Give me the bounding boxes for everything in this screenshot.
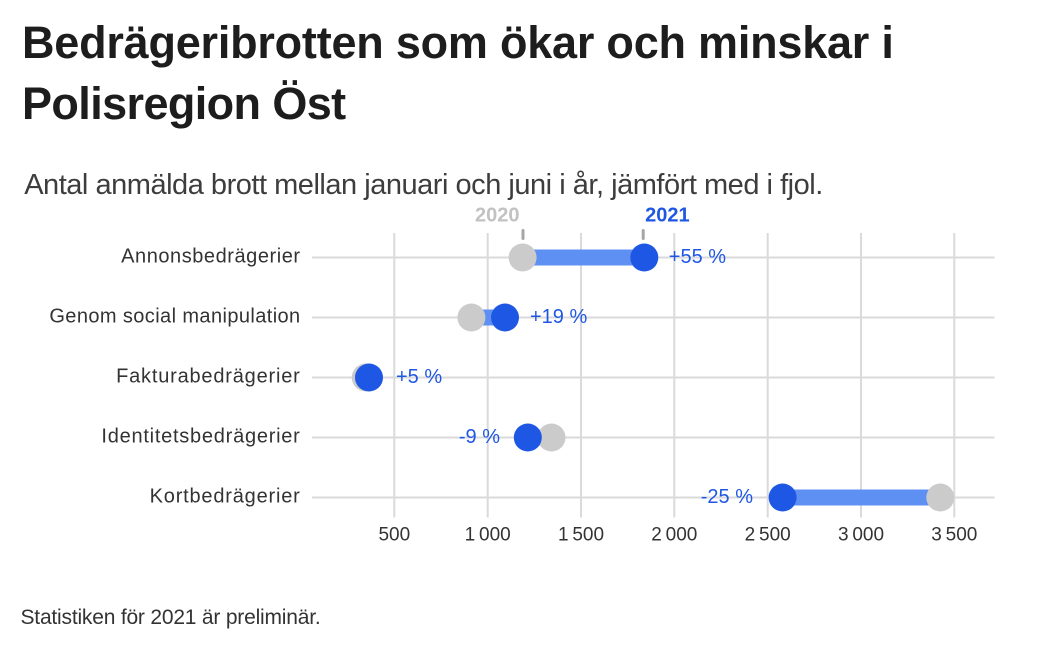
svg-text:+5 %: +5 % xyxy=(396,366,442,388)
svg-text:Annonsbedrägerier: Annonsbedrägerier xyxy=(121,246,300,268)
svg-text:-25 %: -25 % xyxy=(701,486,753,508)
svg-text:2021: 2021 xyxy=(645,205,690,227)
svg-text:Identitetsbedrägerier: Identitetsbedrägerier xyxy=(101,426,300,448)
svg-text:Polisregion Öst: Polisregion Öst xyxy=(22,78,346,129)
svg-text:-9 %: -9 % xyxy=(459,426,500,448)
svg-text:2 000: 2 000 xyxy=(651,525,697,546)
svg-text:Statistiken för 2021 är prelim: Statistiken för 2021 är preliminär. xyxy=(21,606,321,629)
svg-text:Antal anmälda brott mellan jan: Antal anmälda brott mellan januari och j… xyxy=(24,169,823,201)
svg-text:+19 %: +19 % xyxy=(530,306,587,328)
svg-text:Kortbedrägerier: Kortbedrägerier xyxy=(150,486,301,508)
svg-text:2 500: 2 500 xyxy=(745,525,791,546)
svg-text:2020: 2020 xyxy=(475,205,520,227)
svg-text:Bedrägeribrotten som ökar och: Bedrägeribrotten som ökar och minskar i xyxy=(22,17,894,68)
svg-text:+55 %: +55 % xyxy=(669,246,726,268)
svg-text:Genom social manipulation: Genom social manipulation xyxy=(49,306,300,328)
svg-text:Fakturabedrägerier: Fakturabedrägerier xyxy=(116,366,301,388)
svg-text:1 500: 1 500 xyxy=(558,525,604,546)
svg-text:500: 500 xyxy=(378,525,410,546)
svg-text:3 000: 3 000 xyxy=(838,525,884,546)
svg-text:1 000: 1 000 xyxy=(465,525,511,546)
svg-text:3 500: 3 500 xyxy=(931,525,977,546)
